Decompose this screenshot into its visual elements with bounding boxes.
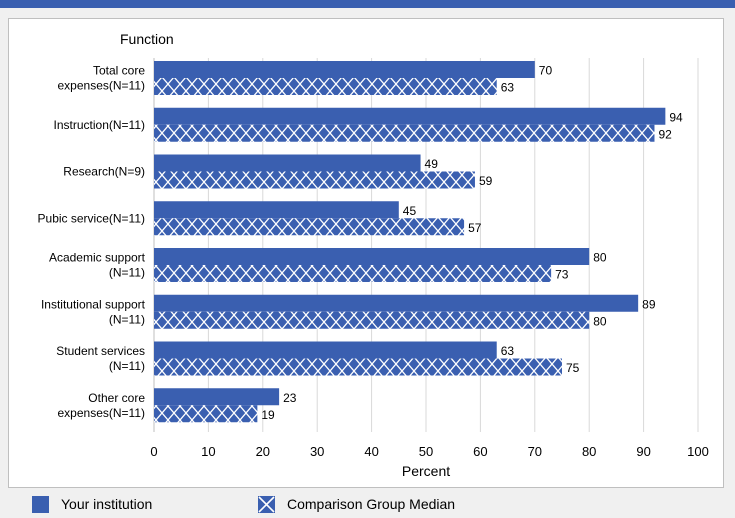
bar-your-institution [154,154,421,172]
category-label: Instruction(N=11) [54,118,145,132]
legend-label: Your institution [61,496,153,512]
data-label: 94 [669,110,683,124]
top-accent-bar [0,0,735,8]
data-label: 80 [593,251,607,265]
data-label: 57 [468,221,482,235]
bar-comparison-median [154,218,465,236]
bar-your-institution [154,248,590,265]
bar-comparison-median [154,358,562,376]
data-label: 59 [479,174,493,188]
y-axis-title: Function [120,31,174,47]
legend-item-your-institution: Your institution [32,494,152,514]
x-tick-label: 10 [201,444,215,459]
category-label: Student services [56,344,145,358]
bar-comparison-median [154,171,475,189]
legend-swatch-solid [32,495,49,513]
category-label: Pubic service(N=11) [38,211,145,225]
legend-swatch-crosshatch [258,495,275,513]
x-tick-label: 60 [473,444,487,459]
bar-your-institution [154,61,535,78]
x-tick-label: 80 [582,444,596,459]
bar-your-institution [154,107,666,125]
data-label: 49 [425,157,439,171]
data-label: 75 [566,361,580,375]
bar-comparison-median [154,124,655,142]
data-label: 80 [593,314,607,328]
category-label: Other core [88,391,145,405]
category-label: Total core [93,64,145,78]
category-label: (N=11) [109,312,145,326]
bar-your-institution [154,341,497,359]
x-tick-label: 50 [419,444,433,459]
legend-label: Comparison Group Median [287,496,456,512]
data-label: 23 [283,391,297,405]
category-label: Research(N=9) [63,165,145,179]
bar-comparison-median [154,311,590,329]
category-label: (N=11) [109,266,145,280]
x-tick-label: 0 [150,444,157,459]
bar-comparison-median [154,265,552,282]
category-label: (N=11) [109,359,145,373]
x-tick-label: 30 [310,444,324,459]
legend-item-comparison-group: Comparison Group Median [258,494,455,514]
data-label: 63 [501,344,515,358]
data-label: 73 [555,268,569,282]
data-label: 45 [403,204,417,218]
data-label: 89 [642,297,656,311]
category-label: Institutional support [41,297,146,311]
x-tick-label: 90 [636,444,650,459]
x-tick-label: 20 [256,444,270,459]
category-label: Academic support [49,251,146,265]
data-label: 19 [261,408,275,422]
x-axis-title: Percent [402,463,450,479]
category-label: expenses(N=11) [58,79,146,93]
bar-your-institution [154,201,399,219]
x-tick-label: 40 [364,444,378,459]
bar-your-institution [154,388,280,406]
data-label: 92 [658,127,672,141]
x-tick-label: 100 [687,444,709,459]
category-label: expenses(N=11) [58,406,146,420]
data-label: 70 [539,64,553,78]
data-label: 63 [501,81,515,95]
bar-your-institution [154,294,639,312]
bar-comparison-median [154,405,258,423]
bar-comparison-median [154,78,497,95]
x-tick-label: 70 [528,444,542,459]
